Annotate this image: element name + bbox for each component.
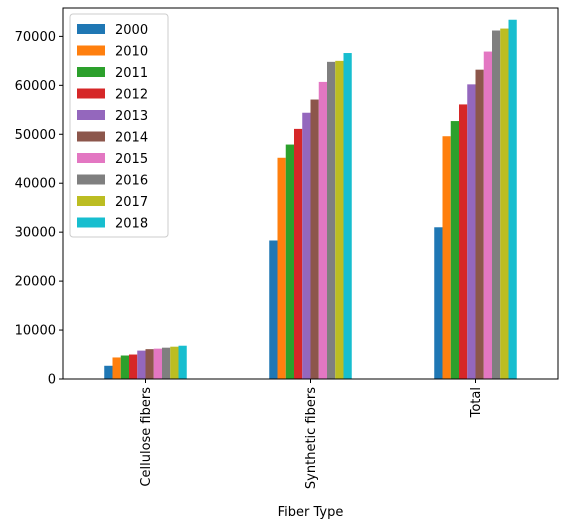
x-axis: Cellulose fibers Synthetic fibers Total bbox=[139, 379, 484, 489]
bar-2013-2 bbox=[467, 84, 476, 379]
bar-2010-0 bbox=[112, 357, 121, 379]
x-axis-label: Fiber Type bbox=[278, 505, 344, 520]
bar-2000-2 bbox=[434, 227, 443, 379]
bar-2016-1 bbox=[327, 61, 336, 380]
bar-2014-0 bbox=[145, 349, 154, 379]
bar-2010-2 bbox=[442, 136, 451, 379]
bar-2017-0 bbox=[170, 346, 179, 379]
bar-2011-0 bbox=[120, 355, 129, 379]
bar-2014-2 bbox=[475, 69, 484, 380]
x-tick-label: Total bbox=[469, 387, 484, 418]
bar-2012-0 bbox=[129, 354, 138, 379]
legend-label-2014: 2014 bbox=[115, 131, 148, 146]
legend-label-2017: 2017 bbox=[115, 195, 148, 210]
bar-2015-0 bbox=[153, 348, 162, 379]
bar-2018-2 bbox=[508, 19, 517, 379]
y-tick-label: 70000 bbox=[15, 30, 56, 45]
legend-label-2016: 2016 bbox=[115, 174, 148, 189]
bar-2016-0 bbox=[162, 347, 171, 379]
legend-label-2015: 2015 bbox=[115, 152, 148, 167]
bar-2013-0 bbox=[137, 350, 146, 379]
legend-label-2018: 2018 bbox=[115, 217, 148, 232]
x-tick-label: Synthetic fibers bbox=[304, 387, 319, 489]
bar-2017-1 bbox=[335, 60, 344, 380]
bar-2015-2 bbox=[483, 51, 492, 380]
legend: 2000 2010 2011 2012 2013 2014 2015 2016 2017 2018 bbox=[69, 13, 169, 238]
y-axis: 0 10000 20000 30000 40000 50000 60000 70000 bbox=[15, 30, 63, 388]
bars-group bbox=[104, 19, 517, 380]
y-tick-label: 20000 bbox=[15, 275, 56, 290]
y-tick-label: 40000 bbox=[15, 177, 56, 192]
bar-2016-2 bbox=[492, 30, 501, 379]
bar-2015-1 bbox=[318, 81, 327, 379]
legend-swatch-2013 bbox=[77, 110, 105, 120]
bar-2012-1 bbox=[294, 128, 303, 379]
y-tick-label: 10000 bbox=[15, 324, 56, 339]
bar-2000-0 bbox=[104, 365, 113, 379]
legend-label-2000: 2000 bbox=[115, 23, 148, 38]
y-tick-label: 50000 bbox=[15, 128, 56, 143]
legend-label-2010: 2010 bbox=[115, 45, 148, 60]
legend-swatch-2010 bbox=[77, 45, 105, 56]
legend-label-2012: 2012 bbox=[115, 88, 148, 103]
bar-2000-1 bbox=[269, 240, 278, 379]
bar-2017-2 bbox=[500, 28, 509, 380]
bar-2010-1 bbox=[277, 157, 286, 379]
legend-swatch-2018 bbox=[77, 217, 105, 228]
legend-label-2011: 2011 bbox=[115, 66, 148, 81]
legend-swatch-2015 bbox=[77, 153, 105, 163]
x-tick-label: Cellulose fibers bbox=[139, 387, 154, 487]
bar-2011-1 bbox=[285, 144, 294, 379]
bar-2018-0 bbox=[178, 345, 187, 379]
legend-label-2013: 2013 bbox=[115, 109, 148, 124]
legend-swatch-2000 bbox=[77, 24, 105, 34]
legend-swatch-2014 bbox=[77, 131, 105, 142]
bar-2011-2 bbox=[450, 121, 459, 379]
bar-2014-1 bbox=[310, 99, 319, 379]
legend-swatch-2017 bbox=[77, 196, 105, 206]
bar-2013-1 bbox=[302, 112, 311, 380]
y-tick-label: 30000 bbox=[15, 226, 56, 241]
legend-swatch-2016 bbox=[77, 174, 105, 185]
y-tick-label: 0 bbox=[48, 373, 56, 388]
plot-frame bbox=[62, 7, 559, 380]
legend-swatch-2012 bbox=[77, 88, 105, 99]
bar-2018-1 bbox=[343, 53, 352, 379]
bar-2012-2 bbox=[459, 104, 468, 380]
y-tick-label: 60000 bbox=[15, 79, 56, 94]
legend-swatch-2011 bbox=[77, 67, 105, 77]
